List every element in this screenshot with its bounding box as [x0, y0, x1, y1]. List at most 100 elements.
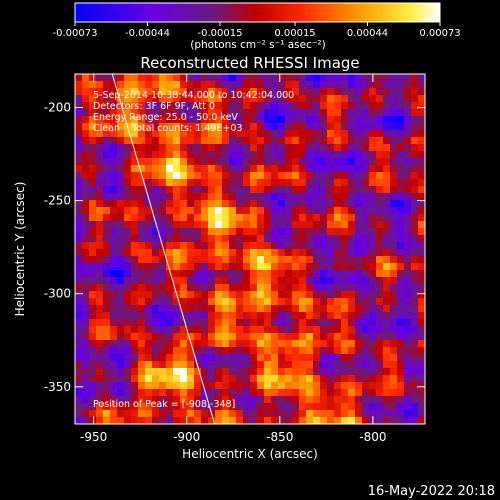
- heatmap-cell: [376, 186, 384, 194]
- heatmap-cell: [285, 319, 293, 327]
- heatmap-cell: [299, 109, 307, 117]
- colorbar-tick-label: -0.00044: [125, 28, 170, 39]
- heatmap-cell: [187, 249, 195, 257]
- heatmap-cell: [271, 214, 279, 222]
- heatmap-cell: [138, 326, 146, 334]
- heatmap-cell: [215, 123, 223, 131]
- heatmap-cell: [152, 88, 160, 96]
- heatmap-cell: [390, 144, 398, 152]
- heatmap-cell: [159, 186, 167, 194]
- heatmap-cell: [103, 235, 111, 243]
- heatmap-cell: [285, 200, 293, 208]
- heatmap-cell: [131, 186, 139, 194]
- heatmap-cell: [285, 193, 293, 201]
- heatmap-cell: [117, 193, 125, 201]
- heatmap-cell: [166, 326, 174, 334]
- heatmap-cell: [96, 214, 104, 222]
- heatmap-cell: [145, 207, 153, 215]
- heatmap-cell: [320, 305, 328, 313]
- heatmap-cell: [222, 109, 230, 117]
- heatmap-cell: [201, 361, 209, 369]
- heatmap-cell: [173, 88, 181, 96]
- heatmap-cell: [166, 284, 174, 292]
- heatmap-cell: [383, 347, 391, 355]
- heatmap-cell: [138, 81, 146, 89]
- heatmap-cell: [390, 193, 398, 201]
- heatmap-cell: [166, 193, 174, 201]
- heatmap-cell: [194, 326, 202, 334]
- heatmap-cell: [334, 277, 342, 285]
- heatmap-cell: [313, 242, 321, 250]
- heatmap-cell: [131, 333, 139, 341]
- heatmap-cell: [397, 200, 405, 208]
- heatmap-cell: [348, 179, 356, 187]
- heatmap-cell: [285, 102, 293, 110]
- heatmap-cell: [103, 165, 111, 173]
- heatmap-cell: [355, 354, 363, 362]
- heatmap-cell: [334, 186, 342, 194]
- heatmap-cell: [166, 186, 174, 194]
- heatmap-cell: [334, 375, 342, 383]
- heatmap-cell: [383, 186, 391, 194]
- heatmap-cell: [89, 165, 97, 173]
- heatmap-cell: [306, 417, 314, 424]
- heatmap-cell: [89, 375, 97, 383]
- heatmap-cell: [390, 312, 398, 320]
- heatmap-cell: [124, 305, 132, 313]
- annotation-counts: Clean Total counts: 1.49E+03: [93, 123, 242, 134]
- heatmap-cell: [103, 396, 111, 404]
- heatmap-cell: [243, 270, 251, 278]
- heatmap-cell: [369, 186, 377, 194]
- heatmap-cell: [369, 305, 377, 313]
- heatmap-cell: [411, 403, 419, 411]
- heatmap-cell: [383, 74, 391, 82]
- heatmap-cell: [271, 151, 279, 159]
- heatmap-cell: [180, 319, 188, 327]
- heatmap-cell: [334, 368, 342, 376]
- heatmap-cell: [397, 319, 405, 327]
- heatmap-cell: [131, 179, 139, 187]
- heatmap-cell: [215, 368, 223, 376]
- heatmap-cell: [124, 235, 132, 243]
- heatmap-cell: [285, 361, 293, 369]
- heatmap-cell: [292, 228, 300, 236]
- heatmap-cell: [243, 396, 251, 404]
- heatmap-cell: [222, 291, 230, 299]
- heatmap-cell: [383, 249, 391, 257]
- heatmap-cell: [152, 277, 160, 285]
- heatmap-cell: [131, 326, 139, 334]
- heatmap-cell: [376, 179, 384, 187]
- heatmap-cell: [201, 291, 209, 299]
- heatmap-cell: [306, 221, 314, 229]
- heatmap-cell: [152, 74, 160, 82]
- heatmap-cell: [110, 340, 118, 348]
- heatmap-cell: [404, 235, 412, 243]
- heatmap-cell: [201, 151, 209, 159]
- heatmap-cell: [390, 396, 398, 404]
- heatmap-cell: [271, 144, 279, 152]
- heatmap-cell: [117, 333, 125, 341]
- heatmap-cell: [306, 361, 314, 369]
- heatmap-cell: [152, 221, 160, 229]
- heatmap-cell: [215, 137, 223, 145]
- heatmap-cell: [383, 361, 391, 369]
- heatmap-cell: [89, 193, 97, 201]
- heatmap-cell: [103, 151, 111, 159]
- heatmap-cell: [271, 354, 279, 362]
- heatmap-cell: [187, 270, 195, 278]
- heatmap-cell: [404, 249, 412, 257]
- heatmap-cell: [145, 284, 153, 292]
- heatmap-cell: [180, 102, 188, 110]
- heatmap-cell: [152, 396, 160, 404]
- heatmap-cell: [208, 340, 216, 348]
- heatmap-cell: [306, 403, 314, 411]
- heatmap-cell: [166, 137, 174, 145]
- heatmap-cell: [243, 179, 251, 187]
- heatmap-cell: [250, 158, 258, 166]
- heatmap-cell: [306, 284, 314, 292]
- heatmap-cell: [131, 74, 139, 82]
- heatmap-cell: [96, 305, 104, 313]
- heatmap-cell: [75, 137, 83, 145]
- heatmap-cell: [89, 277, 97, 285]
- heatmap-cell: [117, 95, 125, 103]
